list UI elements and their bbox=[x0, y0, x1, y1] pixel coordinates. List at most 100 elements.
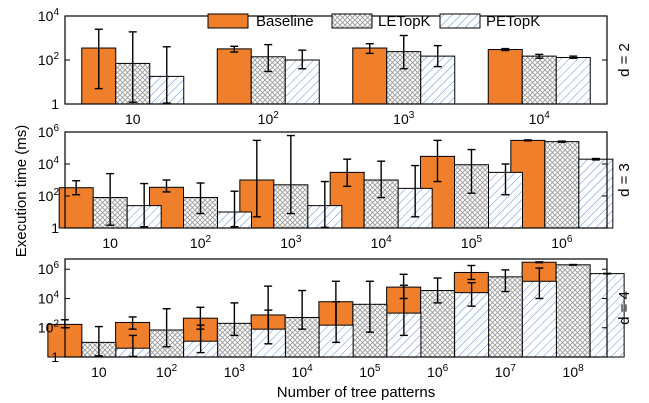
x-tick-label: 104 bbox=[292, 363, 314, 380]
error-bar-petopk-2 bbox=[196, 324, 205, 354]
error-bar-letopk-6 bbox=[433, 277, 442, 304]
bar-petopk-4 bbox=[555, 56, 591, 105]
error-bar-baseline-2 bbox=[128, 316, 137, 330]
panel-1: 1 102 104 10 102 103 104 d = 2 bbox=[38, 7, 633, 127]
y-tick-label: 1 bbox=[51, 96, 59, 112]
x-tick-label: 103 bbox=[280, 234, 302, 251]
bar-letopk-8 bbox=[555, 264, 591, 358]
error-bar-petopk-2 bbox=[230, 190, 239, 228]
y-axis-label: Execution time (ms) bbox=[13, 125, 30, 258]
error-bar-petopk-2 bbox=[298, 49, 307, 70]
x-tick-label: 103 bbox=[393, 110, 415, 127]
legend-label-letopk: LETopK bbox=[378, 13, 431, 30]
legend-swatch-letopk bbox=[331, 13, 373, 29]
legend: Baseline LETopK PETopK bbox=[207, 13, 540, 30]
error-bar-letopk-4 bbox=[298, 289, 307, 330]
error-bar-baseline-7 bbox=[467, 264, 476, 281]
error-bar-petopk-5 bbox=[399, 284, 408, 337]
x-tick-label: 105 bbox=[359, 363, 381, 380]
error-bar-petopk-3 bbox=[264, 309, 273, 345]
error-bar-letopk-4 bbox=[535, 53, 544, 59]
error-bar-letopk-2 bbox=[162, 308, 171, 348]
error-bar-letopk-1 bbox=[94, 325, 103, 357]
error-bar-letopk-2 bbox=[264, 43, 273, 73]
legend-swatch-petopk bbox=[439, 13, 481, 29]
error-bar-petopk-3 bbox=[433, 44, 442, 68]
error-bar-baseline-8 bbox=[535, 261, 544, 264]
x-tick-label: 102 bbox=[190, 234, 212, 251]
error-bar-petopk-7 bbox=[535, 267, 544, 300]
x-tick-label: 102 bbox=[156, 363, 178, 380]
error-bar-letopk-8 bbox=[569, 263, 578, 266]
error-bar-baseline-6 bbox=[523, 139, 532, 142]
legend-label-baseline: Baseline bbox=[256, 13, 314, 30]
error-bar-letopk-3 bbox=[399, 34, 408, 70]
x-tick-label: 10 bbox=[125, 111, 141, 127]
bar-petopk-6 bbox=[578, 158, 614, 229]
error-bar-baseline-3 bbox=[365, 43, 374, 55]
y-tick-label: 104 bbox=[38, 289, 60, 306]
error-bar-petopk-6 bbox=[591, 157, 600, 161]
bar-letopk-4 bbox=[521, 55, 557, 105]
x-tick-label: 104 bbox=[371, 234, 393, 251]
error-bar-letopk-7 bbox=[501, 269, 510, 293]
panel-frame bbox=[64, 258, 608, 358]
x-tick-label: 10 bbox=[91, 364, 107, 380]
error-bar-petopk-3 bbox=[320, 180, 329, 229]
error-bar-letopk-4 bbox=[377, 160, 386, 199]
error-bar-petopk-1 bbox=[128, 334, 137, 358]
error-bar-baseline-4 bbox=[501, 47, 510, 52]
y-tick-label: 106 bbox=[38, 123, 60, 140]
y-tick-label: 102 bbox=[38, 51, 60, 68]
panel-label-d4: d = 4 bbox=[616, 291, 633, 325]
y-tick-label: 104 bbox=[38, 7, 60, 24]
y-tick-label: 106 bbox=[38, 260, 60, 277]
bar-letopk-6 bbox=[544, 141, 580, 229]
error-bar-petopk-4 bbox=[569, 55, 578, 59]
error-bar-baseline-1 bbox=[72, 180, 81, 196]
error-bar-baseline-2 bbox=[162, 179, 171, 193]
x-tick-label: 103 bbox=[224, 363, 246, 380]
panel-2: 1 102 104 106 10 102 103 104 105 106 d = 3 bbox=[38, 123, 633, 251]
error-bar-letopk-1 bbox=[106, 172, 115, 226]
bar-baseline-4 bbox=[487, 49, 523, 105]
error-bar-petopk-4 bbox=[332, 301, 341, 344]
x-tick-label: 108 bbox=[563, 363, 585, 380]
error-bar-letopk-2 bbox=[196, 182, 205, 215]
error-bar-letopk-6 bbox=[557, 140, 566, 143]
legend-label-petopk: PETopK bbox=[486, 13, 540, 30]
error-bar-petopk-1 bbox=[162, 46, 171, 104]
error-bar-baseline-1 bbox=[94, 28, 103, 90]
legend-swatch-baseline bbox=[207, 13, 249, 29]
error-bar-letopk-1 bbox=[128, 31, 137, 103]
panel-3: 1 102 104 106 10 102 103 104 105 106 107 108 d = 4 bbox=[38, 258, 633, 380]
error-bar-baseline-2 bbox=[230, 45, 239, 53]
panel-label-d3: d = 3 bbox=[616, 163, 633, 197]
panel-frame bbox=[64, 131, 608, 229]
x-tick-label: 102 bbox=[258, 110, 280, 127]
x-tick-label: 106 bbox=[551, 234, 573, 251]
error-bar-letopk-5 bbox=[467, 148, 476, 194]
x-tick-label: 104 bbox=[529, 110, 551, 127]
error-bar-baseline-3 bbox=[252, 139, 261, 218]
bar-baseline-2 bbox=[216, 48, 252, 105]
x-tick-label: 106 bbox=[427, 363, 449, 380]
error-bar-petopk-6 bbox=[467, 281, 476, 307]
x-tick-label: 10 bbox=[102, 235, 118, 251]
y-tick-label: 104 bbox=[38, 155, 60, 172]
panel-label-d2: d = 2 bbox=[616, 43, 633, 77]
x-axis-label: Number of tree patterns bbox=[277, 384, 435, 401]
y-tick-label: 102 bbox=[38, 319, 60, 336]
error-bar-letopk-5 bbox=[365, 280, 374, 333]
error-bar-letopk-3 bbox=[286, 134, 295, 215]
error-bar-baseline-5 bbox=[433, 139, 442, 183]
error-bar-petopk-1 bbox=[140, 182, 149, 228]
error-bar-petopk-5 bbox=[501, 163, 510, 196]
x-tick-label: 107 bbox=[495, 363, 517, 380]
x-tick-label: 105 bbox=[461, 234, 483, 251]
error-bar-baseline-4 bbox=[343, 158, 352, 188]
y-tick-label: 102 bbox=[38, 187, 60, 204]
bar-baseline-3 bbox=[352, 47, 388, 105]
error-bar-letopk-3 bbox=[230, 302, 239, 337]
